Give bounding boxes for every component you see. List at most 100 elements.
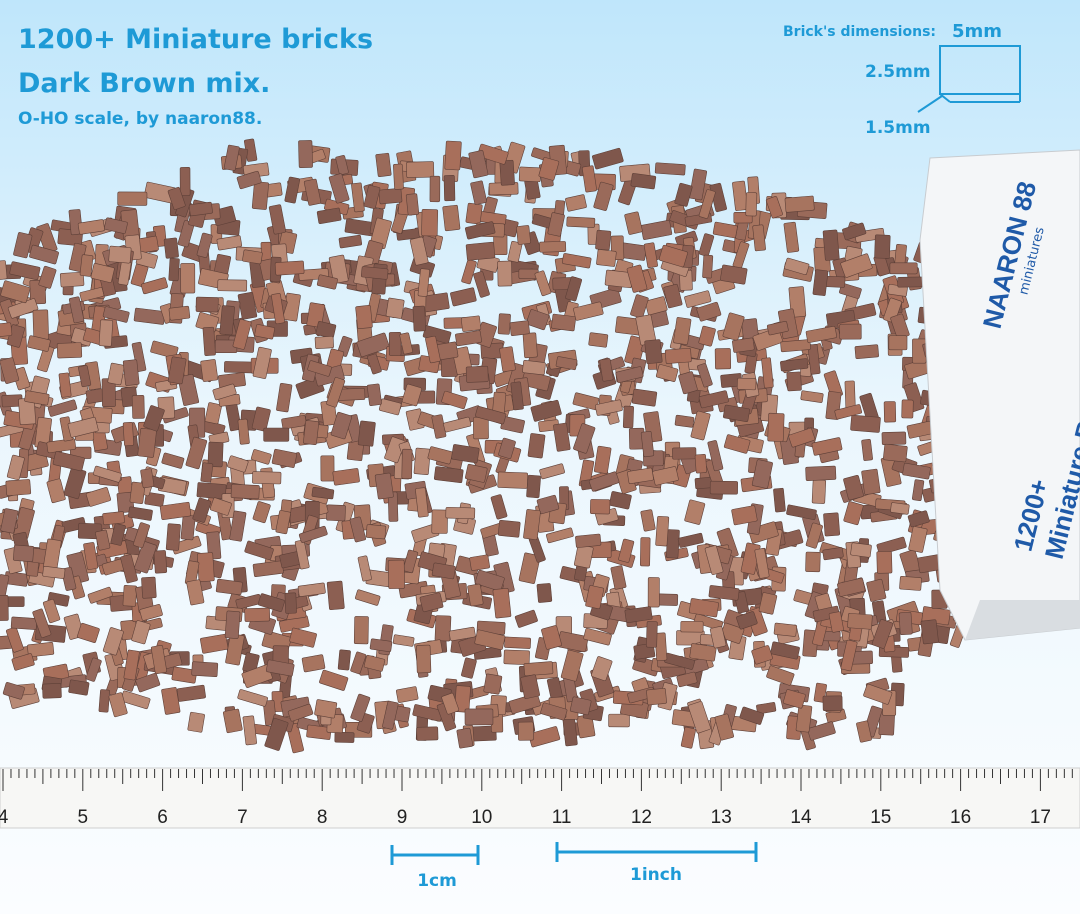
brick xyxy=(387,559,405,589)
brick xyxy=(912,479,925,502)
brick xyxy=(337,649,351,671)
brick xyxy=(85,657,102,682)
brick xyxy=(461,657,477,679)
brick xyxy=(433,466,464,484)
brick xyxy=(5,479,32,496)
brick xyxy=(187,711,205,733)
brick xyxy=(854,344,879,360)
brick xyxy=(850,542,872,558)
brick xyxy=(85,487,112,507)
brick xyxy=(689,168,708,201)
brick xyxy=(527,433,546,459)
brick xyxy=(252,471,282,485)
brick xyxy=(694,454,707,474)
brick xyxy=(42,683,62,699)
brick xyxy=(499,346,516,372)
brick xyxy=(107,362,125,386)
brick xyxy=(224,610,241,639)
brick xyxy=(497,471,529,489)
brick xyxy=(264,717,289,751)
brick xyxy=(450,287,477,307)
brick xyxy=(314,699,338,719)
brick xyxy=(180,263,196,294)
brick xyxy=(179,167,191,196)
brick xyxy=(640,509,656,532)
brick xyxy=(883,443,908,463)
brick xyxy=(610,565,627,590)
brick xyxy=(326,377,346,408)
brick xyxy=(767,412,785,442)
brick xyxy=(236,170,262,190)
brick xyxy=(469,554,490,571)
brick xyxy=(901,399,914,419)
brick xyxy=(863,683,893,705)
brick xyxy=(555,356,578,371)
brick xyxy=(219,305,235,336)
brick xyxy=(822,547,844,561)
brick xyxy=(861,468,881,495)
brick xyxy=(415,487,429,518)
brick xyxy=(590,499,611,515)
brick xyxy=(678,371,698,395)
brick xyxy=(712,221,738,239)
brick xyxy=(658,244,688,268)
inch-label: 1inch xyxy=(630,865,682,885)
brick xyxy=(168,257,180,282)
brick xyxy=(840,253,873,278)
brick xyxy=(144,491,165,507)
brick xyxy=(350,651,367,675)
brick xyxy=(123,649,140,681)
brick xyxy=(690,410,711,441)
brick xyxy=(83,542,99,570)
brick xyxy=(334,731,355,743)
brick xyxy=(271,293,285,325)
brick xyxy=(847,613,873,630)
brick xyxy=(644,296,668,316)
brick xyxy=(773,622,798,637)
brick xyxy=(281,415,307,430)
brick xyxy=(276,382,293,413)
brick xyxy=(652,466,679,486)
brick xyxy=(805,465,837,481)
brick xyxy=(303,420,320,446)
brick xyxy=(536,583,553,603)
brick xyxy=(2,682,25,700)
brick xyxy=(523,661,554,677)
brick xyxy=(541,625,562,650)
box-face xyxy=(919,149,1080,641)
brick xyxy=(355,305,373,330)
brick xyxy=(244,540,274,561)
brick xyxy=(237,418,250,445)
brick xyxy=(766,321,789,336)
brick xyxy=(850,414,881,433)
brick xyxy=(522,360,546,376)
brick xyxy=(265,659,295,677)
brick xyxy=(402,549,419,574)
brick xyxy=(200,462,214,483)
brick xyxy=(9,261,41,281)
brick xyxy=(188,201,213,217)
height-label: 2.5mm xyxy=(865,62,931,82)
brick xyxy=(369,638,393,653)
brick xyxy=(419,592,444,613)
box-edge xyxy=(965,600,1080,640)
brick xyxy=(595,229,612,251)
brick xyxy=(698,189,716,219)
brick xyxy=(655,515,670,547)
brick xyxy=(167,356,187,385)
brick xyxy=(473,271,490,298)
brick xyxy=(518,166,542,183)
brick xyxy=(5,626,24,653)
brick xyxy=(497,313,511,335)
brick xyxy=(429,175,441,203)
brick xyxy=(615,366,644,383)
brick xyxy=(223,144,240,171)
brick xyxy=(624,606,653,624)
brick xyxy=(68,679,90,696)
brick xyxy=(899,575,922,591)
ruler-number: 15 xyxy=(870,807,891,828)
brick xyxy=(874,234,891,259)
brick xyxy=(839,323,862,340)
brick xyxy=(150,340,179,359)
